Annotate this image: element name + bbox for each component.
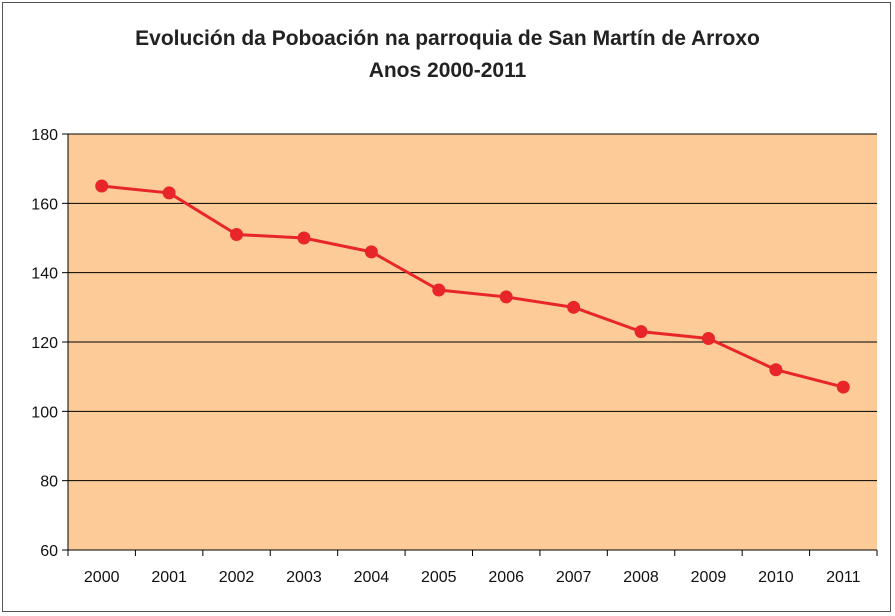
y-tick-label: 80 bbox=[40, 474, 58, 491]
data-point bbox=[432, 283, 446, 297]
x-tick-label: 2005 bbox=[421, 569, 457, 586]
x-tick-label: 2008 bbox=[623, 569, 659, 586]
data-point bbox=[836, 380, 850, 394]
axes bbox=[62, 133, 878, 556]
data-point bbox=[95, 179, 109, 193]
x-tick-label: 2011 bbox=[826, 569, 861, 586]
data-point bbox=[769, 363, 783, 377]
x-tick-label: 2006 bbox=[488, 569, 524, 586]
x-tick-label: 2010 bbox=[758, 569, 794, 586]
y-tick-label: 160 bbox=[31, 196, 58, 213]
y-tick-labels: 60 80 100 120 140 160 180 bbox=[31, 127, 58, 560]
x-tick-label: 2003 bbox=[286, 569, 322, 586]
y-tick-label: 60 bbox=[40, 543, 58, 560]
data-point bbox=[297, 231, 311, 245]
x-tick-label: 2004 bbox=[354, 569, 390, 586]
series-layer bbox=[95, 179, 850, 394]
data-point bbox=[364, 245, 378, 259]
y-tick-label: 140 bbox=[31, 266, 58, 283]
chart-title: Evolución da Poboación na parroquia de S… bbox=[135, 27, 760, 50]
y-tick-label: 120 bbox=[31, 335, 58, 352]
data-point bbox=[567, 300, 581, 314]
data-point bbox=[701, 332, 715, 346]
data-point bbox=[230, 228, 244, 242]
x-tick-label: 2007 bbox=[556, 569, 592, 586]
gridlines bbox=[68, 133, 877, 482]
y-tick-label: 180 bbox=[31, 127, 58, 144]
data-point bbox=[162, 186, 176, 200]
x-tick-label: 2009 bbox=[691, 569, 727, 586]
x-tick-label: 2001 bbox=[151, 569, 187, 586]
y-tick-label: 100 bbox=[31, 404, 58, 421]
x-tick-label: 2002 bbox=[219, 569, 255, 586]
data-point bbox=[499, 290, 513, 304]
chart-subtitle: Anos 2000-2011 bbox=[368, 59, 527, 82]
data-point bbox=[634, 325, 648, 339]
x-tick-labels: 2000 2001 2002 2003 2004 2005 2006 2007 2008 2009… bbox=[84, 569, 861, 586]
series-line bbox=[101, 184, 844, 389]
x-tick-label: 2000 bbox=[84, 569, 120, 586]
